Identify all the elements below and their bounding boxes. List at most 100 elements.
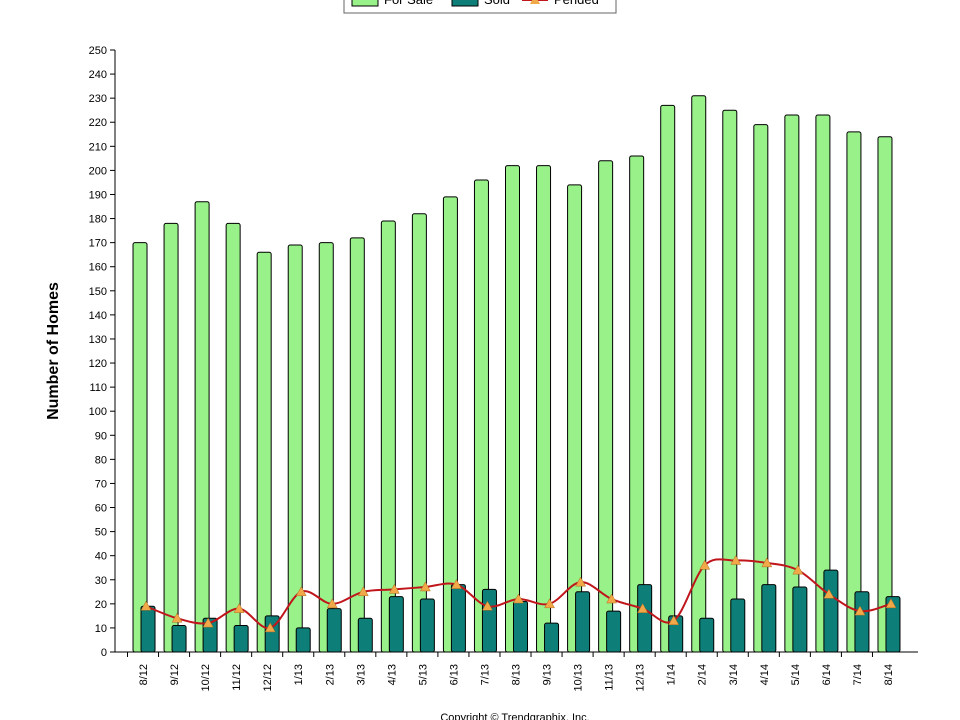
x-tick-label: 1/14	[666, 664, 678, 685]
bar	[171, 625, 187, 653]
y-tick-label: 130	[89, 334, 107, 346]
bar	[326, 608, 342, 653]
y-tick-label: 60	[95, 503, 107, 515]
x-tick-label: 11/13	[604, 664, 616, 691]
marker	[668, 615, 680, 625]
bar	[575, 591, 591, 653]
bar	[233, 625, 249, 653]
bar	[287, 244, 303, 653]
legend-label: Pended	[554, 0, 599, 7]
x-tick-label: 6/13	[448, 664, 460, 685]
x-tick-label: 7/13	[479, 664, 491, 685]
bar	[380, 220, 396, 653]
y-tick-label: 150	[89, 286, 107, 298]
bar	[792, 586, 808, 653]
x-tick-label: 12/13	[635, 664, 647, 692]
x-tick-label: 5/13	[417, 664, 429, 685]
bar	[606, 610, 622, 653]
y-tick-label: 70	[95, 478, 107, 490]
x-tick-label: 3/13	[355, 664, 367, 685]
marker	[513, 593, 524, 604]
y-tick-label: 200	[89, 165, 107, 177]
legend-swatch	[451, 0, 479, 7]
y-tick-label: 10	[95, 623, 107, 635]
x-tick-label: 4/13	[386, 664, 398, 685]
bar	[753, 124, 769, 653]
bar	[823, 569, 839, 653]
marker	[482, 600, 493, 611]
marker	[450, 579, 462, 589]
bar	[536, 165, 552, 653]
y-tick-label: 240	[89, 69, 107, 81]
y-tick-label: 100	[89, 406, 107, 418]
y-tick-label: 210	[89, 141, 107, 153]
y-tick-label: 250	[89, 45, 107, 57]
marker	[419, 581, 431, 592]
bar	[357, 617, 373, 653]
bar	[567, 184, 583, 653]
bar	[629, 155, 645, 653]
marker	[792, 564, 804, 575]
y-tick-label: 220	[89, 117, 107, 129]
y-tick-label: 40	[95, 551, 107, 563]
bar	[450, 584, 466, 653]
x-tick-label: 5/14	[790, 664, 802, 685]
marker	[823, 588, 835, 599]
bar	[388, 596, 404, 653]
bar	[411, 213, 427, 653]
bar	[442, 196, 458, 653]
marker	[202, 617, 214, 628]
y-tick-label: 50	[95, 527, 107, 539]
marker	[637, 603, 649, 613]
legend-label: For Sale	[384, 0, 433, 7]
x-tick-label: 11/12	[231, 664, 243, 691]
x-tick-label: 1/13	[293, 664, 305, 685]
x-tick-label: 9/13	[542, 664, 554, 685]
legend-swatch	[351, 0, 379, 7]
bar	[877, 136, 893, 653]
x-tick-label: 10/12	[200, 664, 212, 692]
bar	[225, 222, 241, 653]
x-tick-label: 4/14	[759, 664, 771, 685]
y-tick-label: 30	[95, 575, 107, 587]
bar	[256, 251, 272, 653]
y-axis-label: Number of Homes	[45, 282, 62, 420]
marker	[854, 605, 866, 616]
y-tick-label: 180	[89, 214, 107, 226]
marker	[388, 583, 400, 594]
bar	[722, 109, 738, 653]
bar	[140, 605, 156, 653]
bar	[473, 179, 489, 653]
bar	[349, 237, 365, 653]
bar	[419, 598, 435, 653]
marker	[140, 600, 152, 611]
bar	[163, 222, 179, 653]
bar	[660, 104, 676, 653]
x-tick-label: 2/13	[324, 664, 336, 685]
bar	[481, 588, 497, 653]
bar	[513, 600, 528, 653]
marker	[730, 554, 742, 565]
marker	[544, 598, 555, 609]
y-tick-label: 0	[101, 647, 107, 659]
x-tick-label: 8/12	[138, 664, 150, 685]
footer: Copyright © Trendgraphix, Inc.	[440, 712, 589, 720]
x-tick-label: 12/12	[262, 664, 274, 692]
y-tick-label: 90	[95, 430, 107, 442]
bar	[132, 242, 148, 653]
marker	[171, 612, 183, 623]
x-tick-label: 8/13	[511, 664, 523, 685]
x-tick-label: 9/12	[169, 664, 181, 685]
legend-swatch	[530, 0, 540, 4]
marker	[295, 586, 307, 597]
y-tick-label: 140	[89, 310, 107, 322]
y-tick-label: 20	[95, 599, 107, 611]
bar	[854, 591, 870, 653]
bar	[318, 242, 334, 653]
marker	[761, 557, 773, 568]
x-tick-label: 10/13	[573, 664, 585, 692]
x-tick-label: 2/14	[697, 664, 709, 685]
bar	[505, 165, 520, 653]
marker	[326, 598, 338, 609]
marker	[575, 576, 587, 587]
